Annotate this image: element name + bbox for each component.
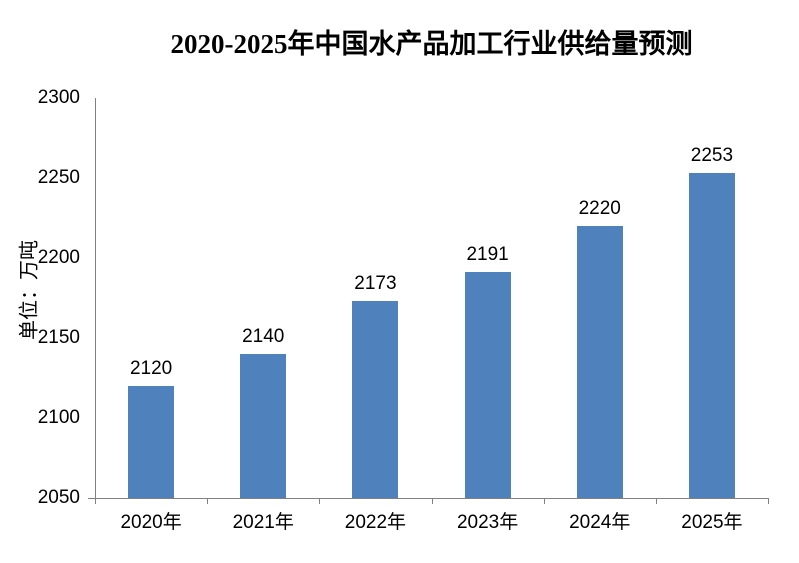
bar-2021年 bbox=[240, 354, 287, 498]
x-axis-tick-mark bbox=[207, 498, 209, 504]
x-axis-tick-mark bbox=[95, 498, 96, 504]
y-axis-tick-label: 2250 bbox=[37, 167, 80, 188]
x-axis-category-label: 2023年 bbox=[456, 512, 519, 533]
x-axis-tick-mark bbox=[768, 498, 769, 504]
y-axis-tick-label: 2150 bbox=[37, 327, 80, 348]
bar-2023年 bbox=[464, 272, 511, 498]
bar-value-label: 2120 bbox=[129, 358, 173, 379]
y-axis-line bbox=[95, 98, 96, 498]
bar-2020年 bbox=[128, 386, 175, 498]
x-axis-category-label: 2024年 bbox=[569, 512, 631, 533]
bar-value-label: 2173 bbox=[354, 273, 397, 295]
x-axis-tick-mark bbox=[431, 498, 433, 504]
bar-2025年 bbox=[688, 173, 735, 498]
y-axis-tick-label: 2200 bbox=[37, 247, 80, 268]
bar-value-label: 2253 bbox=[690, 145, 734, 167]
bar-value-label: 2140 bbox=[242, 326, 285, 347]
x-axis-tick-mark bbox=[319, 498, 321, 504]
y-axis-tick-label: 2300 bbox=[37, 87, 80, 108]
bar-2022年 bbox=[352, 301, 399, 498]
x-axis-category-label: 2022年 bbox=[344, 512, 407, 533]
bar-value-label: 2191 bbox=[466, 244, 509, 266]
x-axis-tick-mark bbox=[655, 498, 657, 504]
x-axis-category-label: 2025年 bbox=[681, 512, 743, 533]
x-axis-tick-mark bbox=[543, 498, 545, 504]
chart-title: 2020-2025年中国水产品加工行业供给量预测 bbox=[170, 29, 693, 59]
y-axis-tick-label: 2100 bbox=[37, 407, 80, 428]
x-axis-category-label: 2020年 bbox=[120, 512, 182, 533]
bar-value-label: 2220 bbox=[578, 198, 621, 219]
x-axis-category-label: 2021年 bbox=[232, 512, 294, 533]
bar-2024年 bbox=[576, 226, 623, 498]
x-axis-line bbox=[88, 498, 768, 499]
y-axis-tick-label: 2050 bbox=[37, 487, 80, 508]
